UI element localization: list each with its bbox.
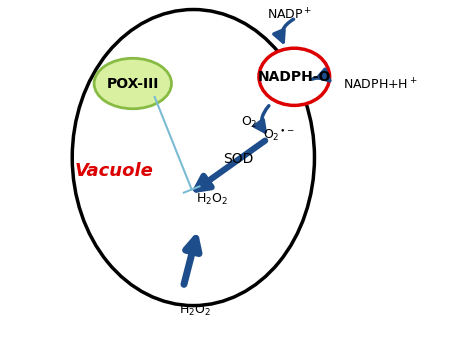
Text: NADPH-O: NADPH-O [257, 70, 331, 84]
Ellipse shape [259, 48, 330, 105]
Text: H$_2$O$_2$: H$_2$O$_2$ [179, 303, 211, 318]
Text: SOD: SOD [223, 152, 254, 166]
Text: POX-III: POX-III [107, 77, 159, 91]
Text: H$_2$O$_2$: H$_2$O$_2$ [196, 192, 228, 207]
Text: NADPH+H$^+$: NADPH+H$^+$ [343, 78, 418, 93]
Text: Vacuole: Vacuole [75, 162, 154, 180]
Text: O$_2$$^{\bullet-}$: O$_2$$^{\bullet-}$ [263, 128, 295, 143]
Ellipse shape [94, 58, 172, 109]
Ellipse shape [72, 10, 315, 306]
Text: NADP$^+$: NADP$^+$ [266, 7, 312, 22]
Text: O$_2$: O$_2$ [241, 115, 257, 130]
